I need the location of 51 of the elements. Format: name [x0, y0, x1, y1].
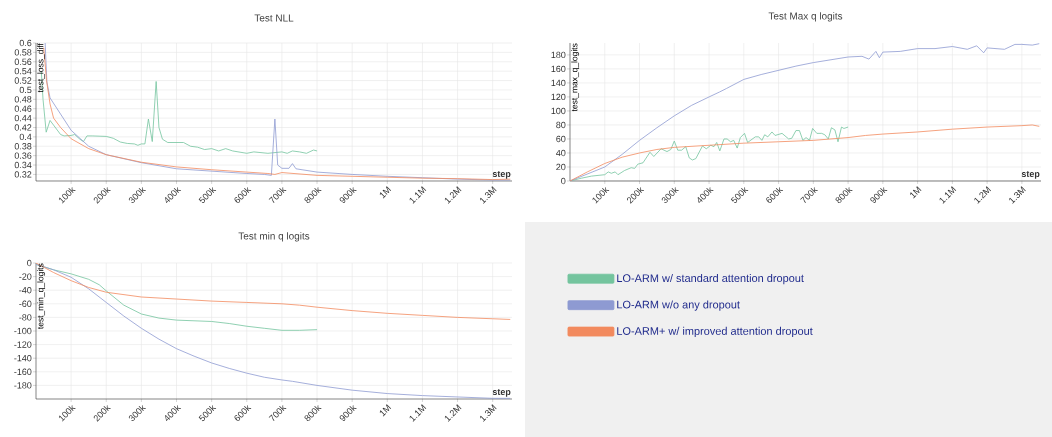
y-tick-label: -180 — [14, 382, 32, 389]
legend-label: LO-ARM w/ standard attention dropout — [617, 274, 804, 285]
chart-title: Test NLL — [254, 14, 294, 22]
y-tick-label: 0.54 — [14, 67, 32, 75]
y-tick-label: 0.34 — [14, 161, 32, 169]
y-tick-label: 0.52 — [14, 77, 32, 84]
y-tick-label: 60 — [556, 135, 566, 143]
y-tick-label: -100 — [14, 327, 32, 335]
chart-title: Test Max q logits — [768, 12, 843, 22]
y-tick-label: -40 — [19, 287, 32, 294]
y-tick-label: 0.6 — [19, 39, 32, 47]
chart-title: Test min q logits — [238, 232, 310, 242]
y-tick-label: 0.4 — [19, 133, 32, 141]
x-axis-title: step — [492, 171, 511, 179]
y-tick-label: -60 — [19, 300, 32, 307]
y-tick-label: -80 — [19, 314, 32, 321]
y-tick-label: 80 — [556, 121, 566, 129]
y-tick-label: 0.56 — [14, 58, 32, 65]
y-tick-label: -120 — [14, 341, 32, 348]
y-tick-label: 140 — [551, 79, 566, 87]
x-axis-title: step — [1021, 171, 1040, 179]
y-tick-label: 40 — [556, 149, 566, 157]
y-tick-label: -160 — [14, 368, 32, 375]
y-tick-label: 0.48 — [14, 96, 32, 103]
y-tick-label: 0.46 — [14, 105, 32, 112]
x-tick-label: 1M — [379, 186, 392, 199]
legend-label: LO-ARM w/o any dropout — [617, 300, 740, 311]
x-tick-label: 1M — [379, 404, 392, 417]
y-axis-title: test_max_q_logits — [571, 43, 580, 112]
y-tick-label: 100 — [551, 107, 566, 115]
y-tick-label: 120 — [551, 93, 566, 101]
legend-label: LO-ARM+ w/ improved attention dropout — [617, 326, 813, 338]
y-tick-label: 0.38 — [14, 143, 32, 150]
y-axis-title: test_loss_diff — [37, 43, 46, 93]
line-series — [570, 126, 849, 181]
y-tick-label: -20 — [19, 273, 32, 280]
y-tick-label: 0.42 — [14, 124, 32, 131]
y-tick-label: 160 — [551, 65, 566, 73]
y-tick-label: 20 — [556, 163, 566, 171]
y-axis-title: test_min_q_logits — [37, 263, 46, 329]
y-tick-label: 0.36 — [14, 152, 32, 159]
y-tick-label: 0.44 — [14, 114, 32, 122]
y-tick-label: 0 — [27, 259, 32, 267]
y-tick-label: 0.58 — [14, 49, 32, 56]
y-tick-label: -140 — [14, 355, 32, 362]
y-tick-label: 0 — [561, 177, 566, 185]
y-tick-label: 0.5 — [19, 86, 32, 94]
x-tick-label: 1M — [910, 186, 922, 199]
x-axis-title: step — [492, 389, 511, 397]
y-tick-label: 180 — [551, 51, 566, 59]
y-tick-label: 0.32 — [14, 171, 32, 178]
